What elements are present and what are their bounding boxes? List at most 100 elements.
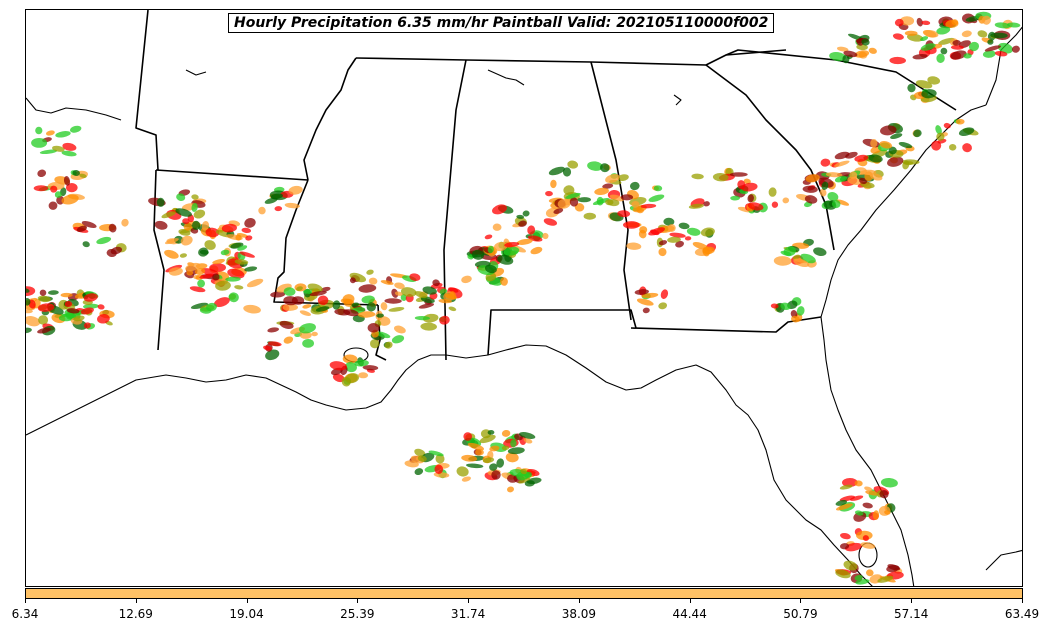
paintball-blob [861, 38, 870, 46]
paintball-blob [283, 296, 298, 306]
paintball-blob [400, 287, 417, 297]
colorbar-tick-label: 44.44 [672, 607, 707, 621]
paintball-blob [842, 477, 858, 488]
paintball-blob [950, 50, 967, 60]
paintball-blob [870, 139, 878, 148]
paintball-blob [414, 291, 428, 299]
paintball-blob [394, 291, 403, 296]
paintball-blob [780, 302, 791, 310]
paintball-blob [872, 510, 880, 520]
paintball-blob [494, 241, 508, 252]
paintball-blob [712, 172, 729, 182]
paintball-blob [175, 208, 192, 217]
paintball-blob [283, 336, 294, 344]
paintball-blob [428, 450, 444, 457]
paintball-blob [958, 127, 975, 136]
paintball-blob [987, 39, 994, 45]
paintball-blob [587, 161, 603, 171]
paintball-blob [63, 176, 71, 186]
paintball-blob [168, 267, 183, 276]
paintball-blob [81, 221, 97, 228]
paintball-blob [315, 306, 330, 312]
boundary-line [630, 316, 822, 333]
paintball-blob [48, 290, 59, 295]
paintball-blob [456, 466, 469, 477]
paintball-blob [920, 36, 929, 42]
paintball-blob [274, 206, 283, 212]
paintball-blob [961, 30, 972, 38]
paintball-blob [791, 315, 800, 323]
paintball-blob [856, 44, 868, 51]
paintball-blob [520, 468, 527, 475]
paintball-blob [658, 240, 668, 246]
paintball-blob [667, 224, 676, 232]
paintball-blob [394, 282, 405, 289]
paintball-blob [854, 50, 870, 58]
paintball-blob [38, 315, 49, 325]
paintball-blob [296, 286, 303, 291]
boundary-line [355, 49, 787, 66]
paintball-blob [491, 470, 501, 480]
paintball-blob [702, 247, 710, 257]
paintball-blob [565, 192, 581, 199]
paintball-blob [963, 53, 972, 59]
paintball-blob [669, 232, 686, 238]
paintball-blob [26, 298, 31, 306]
paintball-blob [931, 140, 942, 151]
paintball-blob [825, 172, 843, 178]
paintball-blob [516, 238, 533, 245]
paintball-blob [344, 362, 357, 373]
paintball-blob [550, 179, 557, 189]
paintball-blob [583, 212, 596, 220]
paintball-blob [783, 246, 797, 257]
paintball-blob [843, 560, 858, 571]
paintball-blob [191, 220, 201, 230]
paintball-blob [805, 174, 820, 183]
paintball-blob [26, 309, 33, 314]
paintball-blob [418, 303, 435, 309]
paintball-blob [890, 133, 903, 139]
paintball-blob [836, 46, 849, 52]
paintball-blob [66, 308, 80, 314]
paintball-blob [642, 307, 650, 314]
paintball-blob [990, 32, 1008, 39]
paintball-blob [39, 289, 47, 297]
paintball-blob [299, 323, 316, 334]
paintball-blob [869, 173, 883, 181]
paintball-blob [686, 227, 701, 236]
paintball-blob [859, 177, 868, 184]
paintball-blob [384, 341, 393, 349]
paintball-blob [936, 53, 945, 63]
paintball-blob [349, 277, 356, 284]
paintball-blob [507, 474, 518, 483]
colorbar-tick-label: 12.69 [118, 607, 153, 621]
paintball-blob [438, 298, 452, 304]
paintball-blob [505, 452, 519, 463]
paintball-blob [432, 279, 440, 287]
paintball-blob [501, 429, 511, 437]
paintball-blob [83, 303, 99, 309]
paintball-blob [854, 574, 863, 581]
paintball-blob [684, 236, 692, 241]
paintball-blob [54, 191, 62, 198]
paintball-blob [370, 339, 380, 349]
paintball-blob [320, 286, 331, 292]
paintball-blob [201, 221, 210, 231]
paintball-blob [675, 240, 685, 248]
paintball-blob [927, 76, 941, 85]
paintball-blob [519, 432, 536, 439]
paintball-blob [212, 259, 225, 265]
paintball-blob [943, 122, 951, 129]
paintball-blob [265, 349, 280, 361]
paintball-blob [179, 253, 187, 258]
paintball-blob [516, 214, 525, 219]
paintball-blob [434, 464, 444, 474]
paintball-blob [600, 163, 610, 173]
paintball-blob [228, 292, 239, 303]
paintball-blob [375, 331, 391, 339]
lake-outline [487, 69, 525, 86]
paintball-blob [605, 174, 620, 183]
lake-outline [673, 94, 682, 106]
paintball-blob [484, 264, 497, 274]
coastline-line [820, 104, 987, 318]
